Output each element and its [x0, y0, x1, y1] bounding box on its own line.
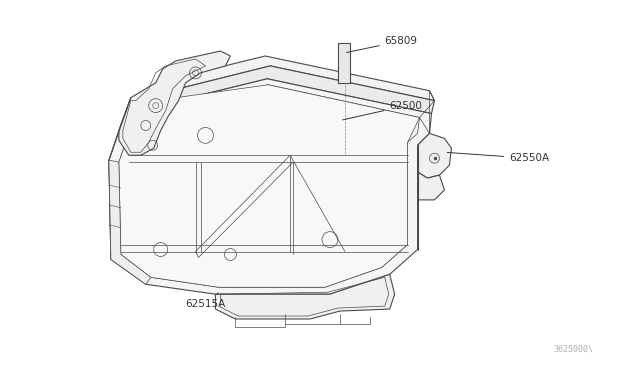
Polygon shape: [119, 85, 420, 287]
Text: 3625000\: 3625000\: [554, 345, 594, 354]
Polygon shape: [119, 51, 230, 155]
Text: 65809: 65809: [347, 36, 418, 52]
Polygon shape: [417, 134, 451, 178]
Polygon shape: [417, 172, 444, 200]
Text: 62515A: 62515A: [186, 293, 226, 309]
Polygon shape: [119, 85, 420, 287]
Polygon shape: [338, 43, 350, 83]
Polygon shape: [156, 56, 435, 101]
Polygon shape: [109, 160, 151, 284]
Polygon shape: [216, 274, 395, 319]
Text: 62500: 62500: [342, 100, 422, 120]
Polygon shape: [109, 79, 431, 294]
Polygon shape: [154, 66, 435, 113]
Text: 62550A: 62550A: [447, 153, 549, 163]
